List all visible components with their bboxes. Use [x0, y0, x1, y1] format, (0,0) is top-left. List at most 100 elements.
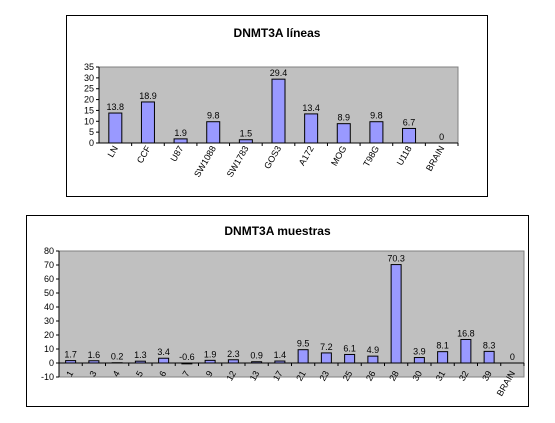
- data-label: 0.2: [111, 352, 124, 362]
- data-label: 9.8: [370, 111, 383, 121]
- data-label: 2.3: [227, 349, 240, 359]
- data-label: 29.4: [270, 68, 288, 78]
- bar: [413, 357, 425, 364]
- data-label: 1.7: [64, 350, 77, 360]
- data-label: 8.9: [338, 113, 351, 123]
- data-label: 1.5: [240, 129, 253, 139]
- data-label: 18.9: [139, 91, 157, 101]
- x-tick-label: 31: [434, 369, 448, 383]
- bar: [390, 264, 402, 364]
- data-label: 7.2: [320, 342, 333, 352]
- data-label: 70.3: [387, 254, 405, 264]
- x-tick-label: 12: [224, 369, 238, 383]
- y-tick-label: 30: [84, 73, 94, 83]
- data-label: 6.7: [403, 117, 416, 127]
- data-label: 1.3: [134, 350, 147, 360]
- y-tick-label: 10: [84, 116, 94, 126]
- y-tick-label: 40: [44, 302, 54, 312]
- data-label: 13.8: [107, 102, 125, 112]
- x-tick-label: GOS3: [262, 144, 283, 171]
- data-label: 4.9: [367, 345, 380, 355]
- bar: [271, 78, 286, 144]
- x-tick-label: 6: [157, 369, 168, 378]
- x-tick-label: 21: [294, 369, 308, 383]
- x-tick-label: SW1088: [192, 144, 218, 179]
- x-tick-label: 26: [364, 369, 378, 383]
- y-tick-label: -10: [41, 372, 54, 382]
- data-label: 1.9: [204, 349, 217, 359]
- bar: [369, 121, 384, 144]
- chart-lineas: DNMT3A líneas 0 5 10 15 20 25 30 35 13.8 LN 18.9 CC…: [66, 15, 488, 197]
- y-tick-label: 80: [44, 246, 54, 256]
- bar: [336, 123, 351, 144]
- data-label: 9.5: [297, 339, 310, 349]
- x-tick-label: 30: [410, 369, 424, 383]
- x-tick-label: U87: [168, 144, 185, 163]
- x-tick-label: LN: [106, 144, 120, 159]
- bar: [297, 349, 309, 364]
- x-tick-label: 25: [341, 369, 355, 383]
- x-tick-label: 13: [248, 369, 262, 383]
- x-tick-label: 23: [317, 369, 331, 383]
- bar: [206, 121, 221, 144]
- y-tick-label: 20: [84, 95, 94, 105]
- x-tick-label: U118: [395, 144, 414, 167]
- bar: [367, 355, 379, 364]
- y-tick-label: 60: [44, 274, 54, 284]
- data-label: 1.4: [274, 350, 287, 360]
- bar: [483, 350, 495, 364]
- x-tick-label: 17: [271, 369, 285, 383]
- x-tick-label: T98G: [361, 144, 381, 168]
- chart-title: DNMT3A muestras: [224, 224, 331, 238]
- bar: [304, 113, 319, 144]
- bar: [108, 112, 123, 144]
- bar: [437, 351, 449, 364]
- y-tick-label: 30: [44, 316, 54, 326]
- data-label: 8.1: [436, 341, 449, 351]
- bar: [460, 338, 472, 364]
- data-label: 3.9: [413, 347, 426, 357]
- bar: [140, 101, 155, 144]
- x-tick-label: CCF: [135, 144, 153, 165]
- y-tick-label: 35: [84, 62, 94, 72]
- x-tick-label: BRAIN: [424, 144, 446, 173]
- x-tick-label: SW1783: [225, 144, 251, 179]
- x-tick-label: 9: [204, 369, 215, 378]
- data-label: 0.9: [250, 351, 263, 361]
- data-label: -0.6: [179, 352, 195, 362]
- data-label: 16.8: [457, 328, 475, 338]
- y-tick-label: 25: [84, 84, 94, 94]
- y-tick-label: 5: [89, 127, 94, 137]
- x-tick-label: 39: [480, 369, 494, 383]
- x-tick-label: 1: [64, 369, 75, 378]
- x-tick-label: 3: [87, 369, 98, 378]
- y-tick-label: 0: [49, 358, 54, 368]
- chart-muestras: DNMT3A muestras -10 0 10 20 30 40 50 60 70 80 1.7 1…: [26, 215, 529, 407]
- data-label: 13.4: [302, 103, 320, 113]
- x-tick-label: 32: [457, 369, 471, 383]
- data-label: 1.6: [88, 350, 101, 360]
- x-tick-label: 28: [387, 369, 401, 383]
- y-tick-label: 20: [44, 330, 54, 340]
- y-tick-label: 0: [89, 138, 94, 148]
- x-tick-label: MOG: [329, 144, 348, 168]
- chart-title: DNMT3A líneas: [233, 26, 321, 40]
- bar: [344, 353, 356, 364]
- y-tick-label: 70: [44, 260, 54, 270]
- data-label: 8.3: [483, 340, 496, 350]
- data-label: 6.1: [343, 343, 356, 353]
- data-label: 1.9: [174, 128, 187, 138]
- plot-area: [58, 250, 525, 378]
- bar: [320, 352, 332, 364]
- y-tick-label: 15: [84, 105, 94, 115]
- y-tick-label: 50: [44, 288, 54, 298]
- data-label: 3.4: [157, 347, 170, 357]
- data-label: 0: [510, 352, 515, 362]
- bar: [173, 138, 188, 144]
- x-tick-label: A172: [297, 144, 316, 167]
- x-tick-label: 7: [180, 369, 191, 378]
- y-tick-label: 10: [44, 344, 54, 354]
- x-tick-label: 5: [134, 369, 145, 378]
- bar: [402, 127, 417, 144]
- bar: [158, 357, 170, 364]
